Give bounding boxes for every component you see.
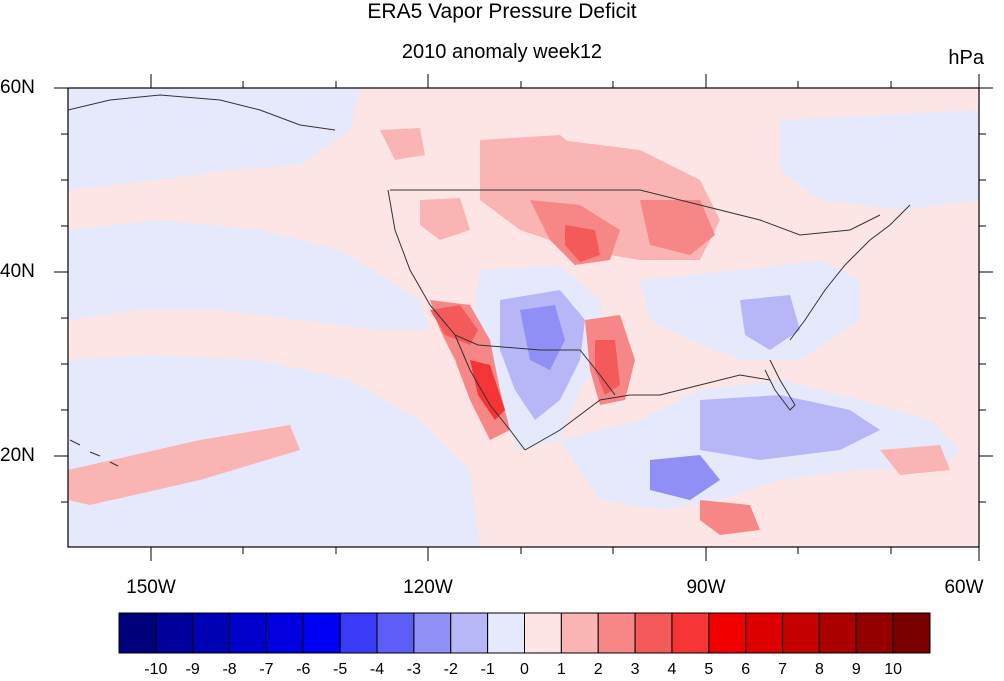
colorbar-box: [524, 612, 562, 654]
coastline-baja: [454, 334, 526, 451]
colorbar-box: [302, 612, 341, 654]
colorbar-box: [818, 612, 857, 654]
colorbar-label: -9: [185, 661, 200, 678]
colorbar-label: 1: [556, 661, 566, 678]
lon-label-150w: 150W: [126, 577, 176, 598]
lon-label-60w: 60W: [944, 577, 984, 598]
colorbar-box: [892, 612, 931, 654]
colorbar-label: 2: [593, 661, 603, 678]
positive-region-canada: [380, 128, 425, 160]
negative-region-gulf-core: [700, 395, 880, 460]
colorbar-box: [413, 612, 452, 654]
lon-label-90w: 90W: [686, 577, 726, 598]
map-panel: [54, 74, 993, 561]
colorbar-box: [855, 612, 894, 654]
positive-region-hudson: [480, 135, 590, 175]
anomaly-field: [68, 88, 979, 547]
colorbar-label: -1: [480, 661, 495, 678]
colorbar-box: [118, 612, 157, 654]
colorbar-box: [634, 612, 673, 654]
coastline-west-us: [387, 189, 479, 346]
negative-region-pacific-band: [68, 220, 430, 330]
coastline-east-us: [789, 204, 911, 341]
main-title: ERA5 Vapor Pressure Deficit: [367, 0, 637, 23]
colorbar-label: 4: [667, 661, 677, 678]
positive-region-texas-core: [595, 340, 620, 395]
colorbar-box: [597, 612, 636, 654]
colorbar-label: 10: [884, 661, 903, 678]
colorbar-box: [745, 612, 784, 654]
colorbar-box: [376, 612, 415, 654]
alaska-coast: [68, 94, 336, 131]
colorbar-box: [265, 612, 304, 654]
coastline-florida: [764, 359, 796, 411]
positive-region-pacific-west: [68, 425, 300, 505]
colorbar-label: 5: [704, 661, 714, 678]
negative-region-southwest-core: [520, 305, 565, 370]
colorbar-box: [229, 612, 267, 654]
colorbar-label: -2: [443, 661, 458, 678]
colorbar-label: 0: [520, 661, 529, 678]
colorbar-label: -4: [369, 661, 385, 678]
colorbar-label: 7: [778, 661, 787, 678]
subtitle: 2010 anomaly week12: [401, 41, 603, 63]
hawaii-islands: [69, 439, 119, 467]
colorbar-box: [560, 612, 599, 654]
lat-label-60n: 60N: [0, 77, 35, 98]
colorbar-box: [671, 612, 710, 654]
colorbar-label: 9: [851, 661, 861, 678]
colorbar-label: 8: [814, 661, 824, 678]
colorbar-label: -5: [333, 661, 348, 678]
negative-region-pacific-north: [68, 88, 360, 190]
units-label: hPa: [948, 47, 984, 69]
colorbar-label: -7: [259, 661, 274, 678]
negative-region-southeast-core: [740, 295, 800, 350]
lat-label-20n: 20N: [0, 445, 35, 466]
positive-region-great-lakes: [640, 200, 715, 255]
us-canada-border: [390, 189, 881, 236]
positive-region-caribbean: [700, 500, 760, 535]
coastline-gulf: [524, 374, 771, 451]
positive-region-baja-core: [470, 360, 505, 420]
positive-region-pacific-northwest: [420, 198, 470, 240]
colorbar-label: -6: [296, 661, 311, 678]
negative-region-caribbean-core: [650, 455, 720, 500]
colorbar-box: [155, 612, 194, 654]
lat-label-40n: 40N: [0, 261, 35, 282]
colorbar-box: [782, 612, 820, 654]
colorbar-box: [487, 612, 525, 654]
colorbar-label: -3: [406, 661, 422, 678]
positive-region-atlantic: [880, 445, 950, 475]
us-mexico-border: [477, 344, 616, 396]
colorbar-label: 6: [741, 661, 751, 678]
colorbar-label: 3: [630, 661, 640, 678]
colorbar-label: -8: [222, 661, 237, 678]
positive-region-southwest-coast: [430, 305, 478, 345]
colorbar-box: [450, 612, 489, 654]
colorbar-box: [192, 612, 231, 654]
colorbar-box: [339, 612, 378, 654]
positive-region-northern-plains-peak: [565, 225, 600, 262]
colorbar-label: -10: [144, 661, 168, 678]
negative-region-northeast: [780, 110, 979, 210]
lon-label-120w: 120W: [403, 577, 453, 598]
coastlines: [68, 94, 911, 467]
tick-marks: [54, 74, 993, 561]
colorbar-box: [708, 612, 747, 654]
